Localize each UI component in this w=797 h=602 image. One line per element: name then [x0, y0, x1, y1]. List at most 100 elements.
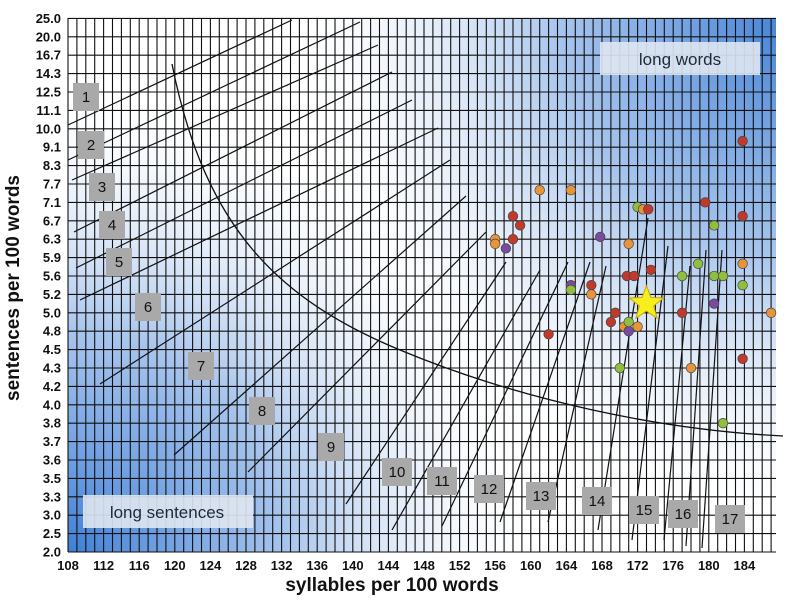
data-points	[490, 135, 777, 429]
data-point	[692, 258, 704, 269]
grade-box	[715, 505, 745, 533]
y-tick-label: 6.3	[43, 232, 61, 247]
x-tick-label: 124	[200, 558, 222, 573]
data-point	[717, 418, 729, 429]
grade-line	[247, 231, 487, 473]
data-point	[717, 270, 729, 282]
x-tick-label: 128	[235, 558, 257, 573]
grade-line	[547, 265, 607, 523]
grade-line	[345, 261, 507, 505]
data-point	[700, 197, 711, 208]
x-tick-label: 168	[591, 558, 613, 573]
grade-box	[526, 482, 556, 510]
data-point	[623, 326, 634, 337]
grade-line	[99, 159, 451, 385]
data-point	[685, 362, 697, 374]
data-point	[565, 184, 576, 196]
y-tick-label: 3.8	[43, 416, 61, 431]
y-tick-labels: 2.0 2.5 3.0 3.3 3.5 3.6 3.7 3.8 4.0 4.2 4.3 4.5 4.8 5…	[36, 11, 61, 560]
data-point	[500, 243, 512, 254]
x-tick-label: 132	[271, 558, 293, 573]
grade-box	[78, 131, 104, 159]
grade-label: 5	[115, 254, 123, 271]
y-tick-label: 3.3	[43, 489, 61, 504]
grade-line	[685, 249, 707, 547]
x-tick-label: 176	[662, 558, 684, 573]
grade-label: 12	[481, 481, 498, 498]
plot-background	[68, 18, 776, 552]
grade-label: 10	[389, 464, 406, 481]
y-tick-label: 5.6	[43, 269, 61, 284]
grade-label: 2	[87, 137, 95, 154]
y-tick-label: 4.8	[43, 324, 61, 339]
y-tick-label: 16.7	[36, 48, 61, 63]
data-point	[543, 329, 554, 340]
y-tick-label: 4.2	[43, 379, 61, 394]
y-tick-label: 3.6	[43, 453, 61, 468]
x-tick-label: 140	[342, 558, 364, 573]
data-point	[676, 307, 688, 318]
x-tick-label: 136	[306, 558, 328, 573]
data-point	[490, 238, 501, 249]
y-tick-label: 12.5	[36, 85, 61, 100]
grade-line	[75, 99, 413, 269]
grade-label: 1	[82, 89, 90, 106]
x-tick-label: 120	[164, 558, 186, 573]
y-tick-label: 9.1	[43, 140, 61, 155]
data-point	[623, 238, 634, 249]
y-tick-label: 2.5	[43, 526, 61, 541]
data-point	[737, 211, 748, 222]
data-point	[676, 270, 688, 282]
y-tick-label: 20.0	[36, 29, 61, 44]
y-tick-label: 5.2	[43, 287, 61, 302]
grade-box	[668, 500, 698, 528]
data-point	[610, 307, 621, 318]
data-point	[737, 258, 748, 269]
validity-curve	[171, 63, 784, 437]
y-tick-label: 7.1	[43, 195, 61, 210]
data-point	[595, 231, 606, 243]
grade-label: 8	[258, 403, 266, 420]
grade-box	[89, 173, 115, 201]
grade-label: 9	[327, 439, 335, 456]
grade-box	[106, 248, 132, 276]
grade-box	[73, 83, 99, 111]
y-axis-title: sentences per 100 words	[3, 175, 24, 401]
y-tick-label: 14.3	[36, 66, 61, 81]
data-point	[565, 284, 576, 295]
y-tick-label: 25.0	[36, 11, 61, 26]
data-point	[623, 316, 634, 328]
x-tick-label: 148	[413, 558, 435, 573]
grade-line	[441, 261, 569, 527]
grade-line	[597, 217, 649, 531]
data-point	[737, 353, 748, 364]
data-point	[645, 264, 657, 276]
y-tick-label: 8.3	[43, 158, 61, 173]
long-words-label-box	[600, 42, 760, 75]
y-tick-label: 4.3	[43, 361, 61, 376]
grade-box	[318, 433, 344, 461]
x-tick-label: 180	[698, 558, 720, 573]
data-point	[708, 220, 720, 231]
grade-line	[631, 245, 669, 541]
grade-line	[71, 44, 379, 181]
long-words-label: long words	[639, 50, 721, 69]
data-point	[737, 280, 748, 291]
grade-line	[499, 261, 591, 523]
grade-box	[249, 397, 275, 425]
data-point	[586, 289, 597, 300]
data-point	[534, 184, 545, 196]
grade-line	[391, 269, 541, 531]
x-tick-label: 112	[93, 558, 114, 573]
grade-box	[135, 293, 161, 321]
data-point	[628, 270, 640, 282]
grade-line	[67, 21, 361, 161]
data-point	[514, 220, 526, 231]
grade-box	[427, 467, 457, 495]
grade-label: 15	[636, 502, 653, 519]
x-tick-label: 144	[378, 558, 400, 573]
y-tick-label: 3.7	[43, 434, 61, 449]
x-axis-title: syllables per 100 words	[285, 575, 498, 596]
